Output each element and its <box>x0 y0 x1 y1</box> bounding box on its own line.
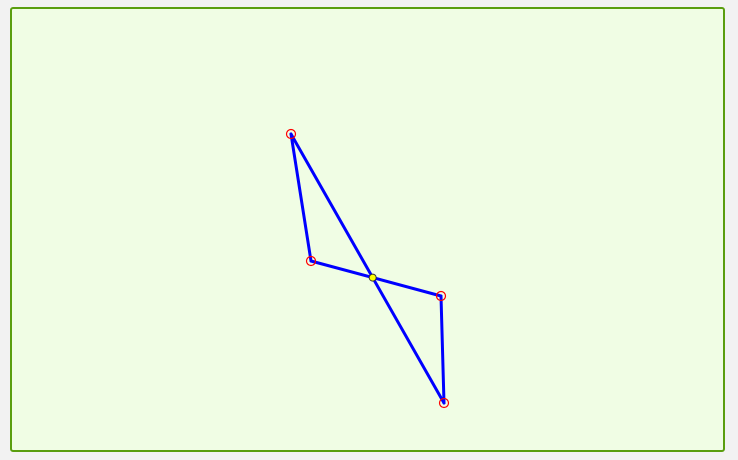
vertex-C[interactable] <box>435 290 447 302</box>
segment-CD[interactable] <box>439 294 446 405</box>
vertex-D[interactable] <box>438 397 450 409</box>
vertex-A[interactable] <box>285 128 297 140</box>
segments-layer <box>289 132 446 405</box>
vertices-layer <box>285 128 450 409</box>
segment-AB[interactable] <box>289 132 313 263</box>
vertex-B[interactable] <box>305 255 317 267</box>
intersection-point[interactable] <box>368 273 377 282</box>
intersection-layer <box>368 273 377 282</box>
drawing-canvas[interactable] <box>10 7 725 452</box>
segment-AD[interactable] <box>289 132 446 405</box>
